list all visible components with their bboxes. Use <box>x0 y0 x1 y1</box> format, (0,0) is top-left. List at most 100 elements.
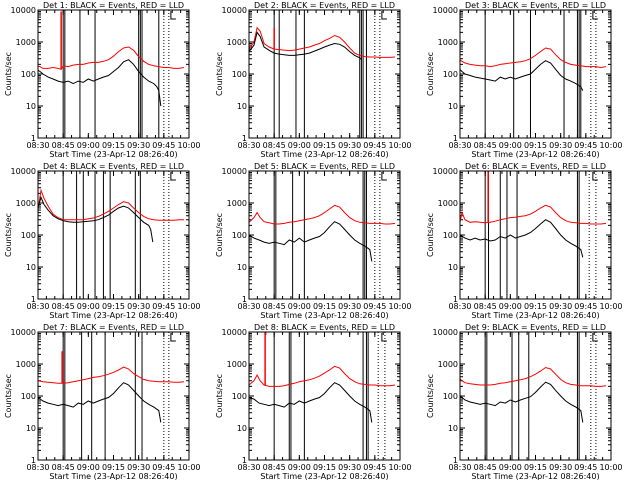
x-tick-label: 08:45 <box>52 141 75 150</box>
y-tick-label: 10000 <box>433 328 458 337</box>
x-tick-label: 09:00 <box>499 302 522 311</box>
plot-area <box>38 10 185 138</box>
series-events <box>460 60 584 91</box>
panel-det-8: Det 8: BLACK = Events, RED = LLD 1 10 100 10… <box>215 323 412 480</box>
x-tick-label: 10:00 <box>599 141 622 150</box>
y-tick-label: 10000 <box>11 328 36 337</box>
x-tick-label: 10:00 <box>177 141 200 150</box>
series-lld <box>38 366 185 384</box>
y-tick-label: 1 <box>31 456 36 465</box>
series-lld <box>249 26 396 58</box>
x-tick-label: 08:45 <box>474 302 497 311</box>
x-tick-label: 09:30 <box>338 302 361 311</box>
x-axis-label: Start Time (23-Apr-12 08:26:40) <box>260 472 388 480</box>
x-tick-label: 09:45 <box>152 302 175 311</box>
x-tick-label: 09:15 <box>313 141 336 150</box>
plot-area <box>460 171 607 299</box>
panel-title: Det 2: BLACK = Events, RED = LLD <box>254 1 395 10</box>
x-tick-label: 08:30 <box>26 463 49 472</box>
corner-l-mark <box>381 11 387 20</box>
series-events <box>249 382 373 423</box>
x-tick-label: 09:30 <box>127 302 150 311</box>
y-tick-label: 1 <box>453 134 458 143</box>
plot-frame <box>248 170 401 300</box>
y-tick-label: 10000 <box>11 167 36 176</box>
x-tick-label: 10:00 <box>599 302 622 311</box>
x-axis-label: Start Time (23-Apr-12 08:26:40) <box>471 150 599 159</box>
x-tick-label: 09:15 <box>524 141 547 150</box>
plot-area <box>249 10 396 138</box>
panel-det-4: Det 4: BLACK = Events, RED = LLD 1 10 100 10… <box>4 162 201 320</box>
x-tick-label: 09:45 <box>152 141 175 150</box>
panel-title: Det 6: BLACK = Events, RED = LLD <box>465 162 606 171</box>
series-events <box>249 31 363 61</box>
x-tick-label: 09:45 <box>152 463 175 472</box>
series-events <box>249 221 373 262</box>
x-tick-label: 10:00 <box>177 463 200 472</box>
x-tick-label: 09:00 <box>288 302 311 311</box>
x-tick-label: 08:45 <box>52 463 75 472</box>
y-tick-label: 10 <box>237 263 247 272</box>
y-tick-label: 1000 <box>16 38 36 47</box>
series-lld <box>460 366 607 387</box>
x-tick-label: 09:00 <box>77 302 100 311</box>
y-tick-label: 10 <box>448 102 458 111</box>
y-axis-label: Counts/sec <box>426 374 435 418</box>
series-events <box>38 382 162 423</box>
x-tick-label: 08:45 <box>263 463 286 472</box>
x-tick-label: 09:00 <box>288 463 311 472</box>
panel-title: Det 9: BLACK = Events, RED = LLD <box>465 323 606 332</box>
x-axis-label: Start Time (23-Apr-12 08:26:40) <box>471 472 599 480</box>
x-tick-label: 09:45 <box>574 463 597 472</box>
y-tick-label: 10 <box>237 424 247 433</box>
plot-frame <box>37 331 190 461</box>
x-tick-label: 08:30 <box>448 302 471 311</box>
y-tick-label: 1000 <box>227 38 247 47</box>
y-tick-label: 100 <box>232 70 247 79</box>
x-tick-label: 08:30 <box>448 141 471 150</box>
x-tick-label: 09:30 <box>338 141 361 150</box>
y-axis-label: Counts/sec <box>215 374 224 418</box>
series-lld <box>38 188 184 221</box>
corner-l-mark <box>592 11 598 20</box>
series-lld <box>249 365 396 387</box>
x-tick-label: 09:15 <box>102 302 125 311</box>
series-lld <box>38 46 185 70</box>
x-tick-label: 10:00 <box>388 463 411 472</box>
x-tick-label: 09:30 <box>549 463 572 472</box>
plot-frame <box>248 9 401 139</box>
x-tick-label: 08:30 <box>448 463 471 472</box>
x-tick-label: 09:45 <box>574 141 597 150</box>
corner-l-mark <box>170 333 176 342</box>
y-tick-label: 100 <box>232 392 247 401</box>
x-axis-label: Start Time (23-Apr-12 08:26:40) <box>49 150 177 159</box>
plot-frame <box>248 331 401 461</box>
panel-det-6: Det 6: BLACK = Events, RED = LLD 1 10 100 10… <box>426 162 623 320</box>
y-tick-label: 100 <box>21 231 36 240</box>
y-axis-label: Counts/sec <box>215 52 224 96</box>
y-tick-label: 1 <box>242 456 247 465</box>
x-tick-label: 09:00 <box>77 463 100 472</box>
x-axis-label: Start Time (23-Apr-12 08:26:40) <box>49 472 177 480</box>
plot-frame <box>37 9 190 139</box>
x-tick-label: 08:45 <box>263 141 286 150</box>
x-tick-label: 08:30 <box>26 302 49 311</box>
panel-det-7: Det 7: BLACK = Events, RED = LLD 1 10 100 10… <box>4 323 201 480</box>
y-tick-label: 10 <box>448 263 458 272</box>
y-tick-label: 1000 <box>438 199 458 208</box>
x-axis-label: Start Time (23-Apr-12 08:26:40) <box>471 311 599 320</box>
y-tick-label: 10000 <box>222 167 247 176</box>
y-tick-label: 10000 <box>433 167 458 176</box>
x-tick-label: 09:15 <box>524 302 547 311</box>
x-tick-label: 09:00 <box>499 141 522 150</box>
y-tick-label: 1000 <box>16 199 36 208</box>
y-tick-label: 10000 <box>222 328 247 337</box>
series-lld <box>460 204 607 225</box>
x-tick-label: 09:30 <box>338 463 361 472</box>
y-tick-label: 1 <box>31 295 36 304</box>
corner-l-mark <box>381 333 387 342</box>
x-tick-label: 09:45 <box>363 141 386 150</box>
x-tick-label: 09:15 <box>102 463 125 472</box>
plot-frame <box>459 331 612 461</box>
